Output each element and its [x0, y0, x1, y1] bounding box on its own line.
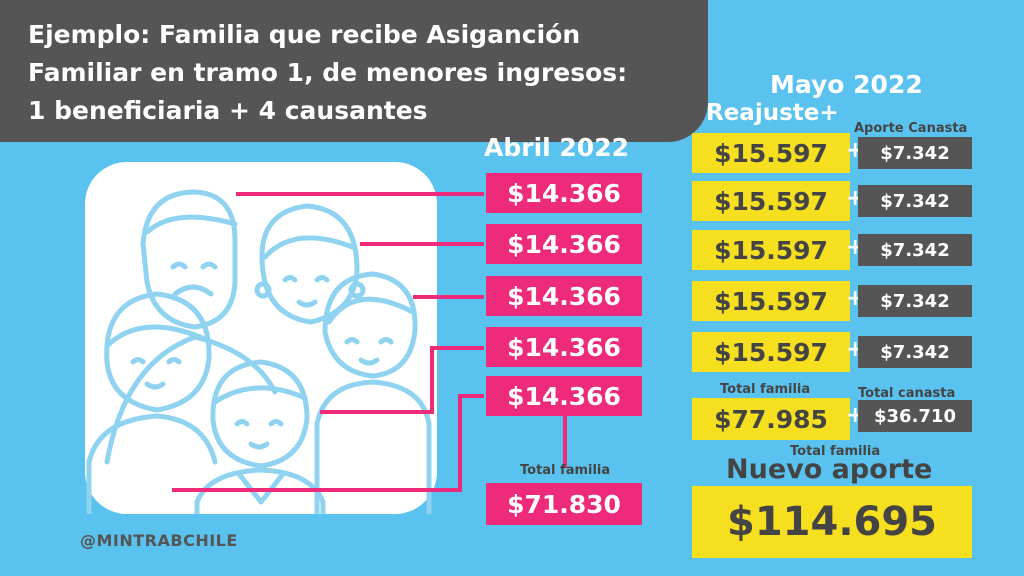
may-canasta-5: $7.342: [858, 336, 972, 368]
nuevo-aporte-value: $114.695: [692, 486, 972, 558]
leader-line-3: [413, 295, 484, 299]
leader-line-4-drop: [430, 346, 434, 412]
reajuste-label: Reajuste+: [706, 100, 839, 126]
april-total: $71.830: [486, 483, 642, 525]
april-value-1: $14.366: [486, 173, 642, 213]
leader-line-4-base: [320, 410, 434, 414]
may-total-familia-label: Total familia: [720, 382, 811, 397]
title-banner: Ejemplo: Familia que recibe Asiganción F…: [0, 0, 708, 142]
may-reajuste-5: $15.597: [692, 332, 850, 372]
may-total-canasta-label: Total canasta: [858, 386, 956, 401]
title-line-3: 1 beneficiaria + 4 causantes: [28, 96, 428, 125]
may-canasta-3: $7.342: [858, 234, 972, 266]
may-heading: Mayo 2022: [770, 70, 923, 99]
title-line-1: Ejemplo: Familia que recibe Asiganción: [28, 20, 581, 49]
canasta-label: Aporte Canasta: [854, 121, 968, 136]
leader-line-1: [236, 192, 484, 196]
leader-line-2: [360, 242, 484, 246]
may-total-canasta: $36.710: [858, 400, 972, 432]
social-handle: @MINTRABCHILE: [80, 531, 238, 550]
leader-line-5-drop: [458, 394, 462, 490]
may-reajuste-1: $15.597: [692, 133, 850, 173]
title-line-2: Familiar en tramo 1, de menores ingresos…: [28, 58, 628, 87]
april-value-5: $14.366: [486, 376, 642, 416]
total-connector: [563, 414, 567, 468]
may-reajuste-3: $15.597: [692, 230, 850, 270]
family-illustration: [85, 162, 437, 517]
leader-line-5: [460, 394, 484, 398]
may-reajuste-4: $15.597: [692, 281, 850, 321]
april-value-2: $14.366: [486, 224, 642, 264]
may-reajuste-2: $15.597: [692, 181, 850, 221]
may-canasta-2: $7.342: [858, 185, 972, 217]
april-value-4: $14.366: [486, 327, 642, 367]
nuevo-aporte-label: Nuevo aporte: [726, 454, 933, 485]
april-value-3: $14.366: [486, 276, 642, 316]
leader-line-4: [432, 346, 484, 350]
family-line-art: [86, 189, 432, 517]
april-heading: Abril 2022: [484, 133, 629, 162]
may-canasta-1: $7.342: [858, 137, 972, 169]
nuevo-total-familia-label: Total familia: [790, 444, 881, 459]
may-canasta-4: $7.342: [858, 285, 972, 317]
april-total-label: Total familia: [520, 463, 611, 478]
may-total-familia: $77.985: [692, 398, 850, 440]
leader-line-5-base: [172, 488, 462, 492]
